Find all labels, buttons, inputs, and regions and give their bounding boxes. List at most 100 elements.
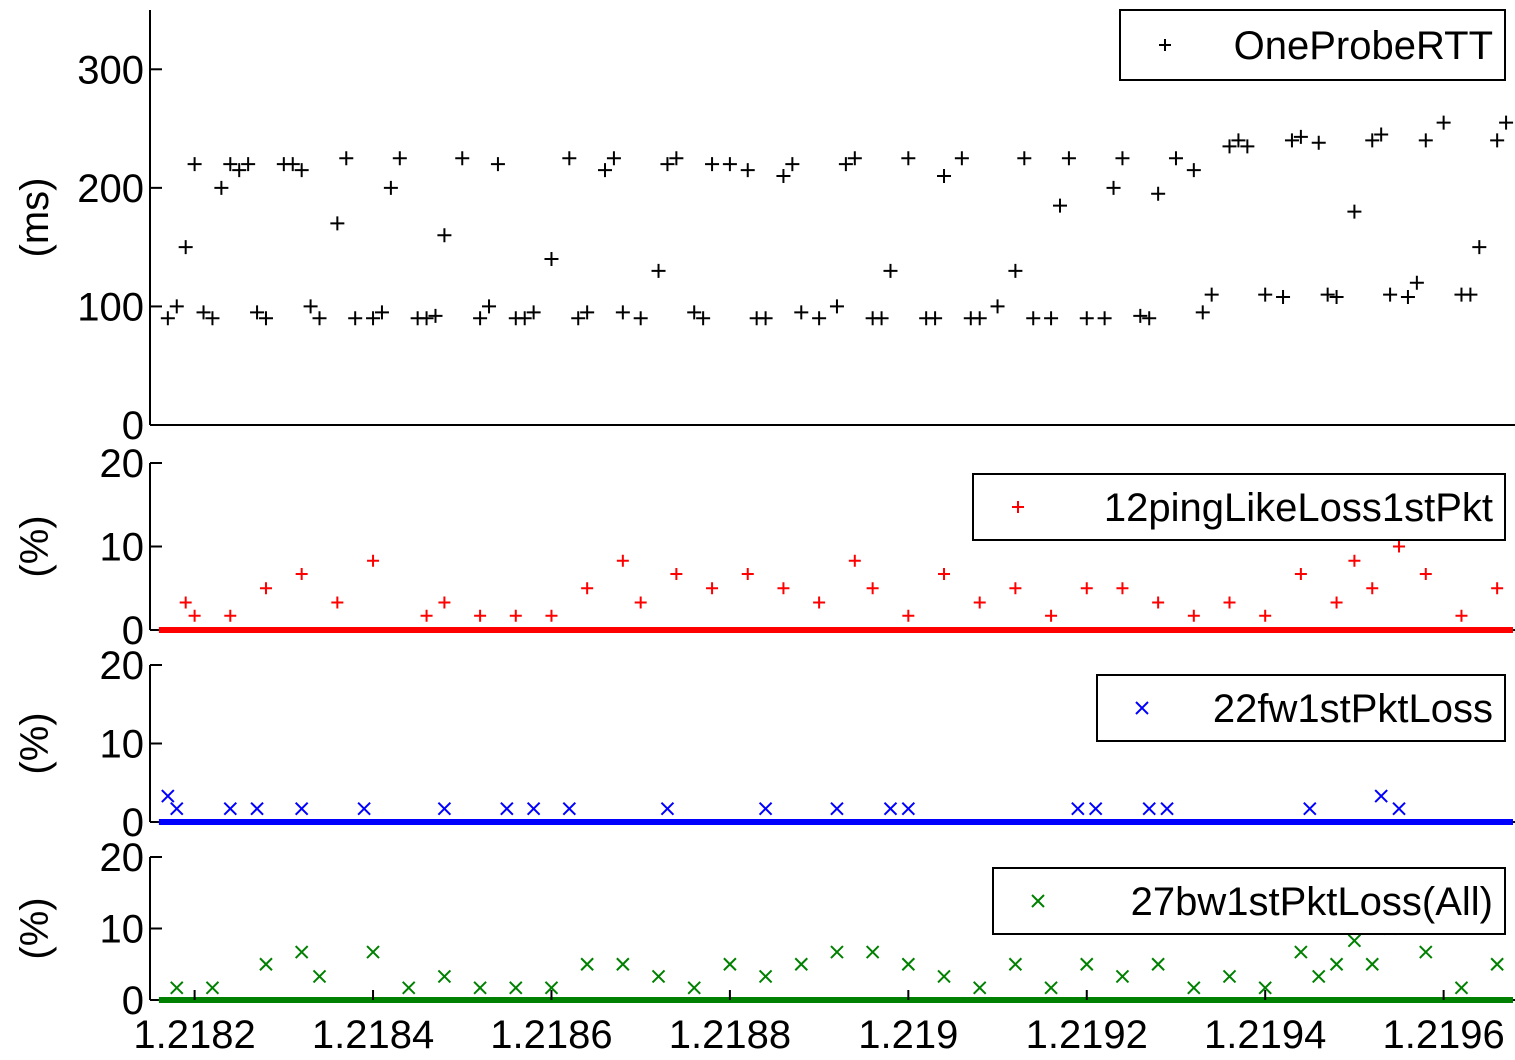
data-point	[580, 957, 594, 971]
data-point	[419, 311, 434, 326]
data-point	[161, 789, 175, 803]
data-point	[295, 568, 308, 581]
data-point	[1116, 582, 1129, 595]
y-tick-label: 10	[100, 526, 145, 570]
y-tick-label: 0	[122, 404, 144, 448]
data-point	[1366, 582, 1379, 595]
data-point	[1061, 151, 1076, 166]
data-point	[170, 801, 184, 816]
data-point	[829, 299, 844, 314]
data-point	[1222, 969, 1237, 984]
data-point	[517, 311, 532, 326]
data-point	[830, 945, 844, 959]
panel-fw-loss: 0 10 20 (%) 22fw1stPktLoss	[13, 644, 1515, 845]
data-point	[1294, 568, 1307, 581]
data-point	[1294, 945, 1308, 959]
data-point	[973, 596, 986, 609]
data-point	[490, 157, 505, 172]
legend: 22fw1stPktLoss	[1096, 674, 1506, 742]
data-point	[205, 981, 220, 995]
legend-box	[992, 867, 1506, 935]
data-point	[1311, 135, 1326, 150]
data-point	[1045, 609, 1058, 622]
data-point	[1151, 957, 1165, 971]
data-point	[526, 801, 541, 816]
data-point	[473, 981, 487, 995]
data-point	[1365, 957, 1379, 971]
data-point	[1329, 289, 1344, 304]
data-point	[1097, 311, 1112, 326]
data-point	[1053, 198, 1067, 213]
data-point	[1008, 957, 1023, 971]
legend: OneProbeRTT	[1119, 9, 1506, 81]
data-point	[1393, 540, 1406, 553]
data-point	[1365, 133, 1380, 148]
data-point	[954, 151, 969, 166]
data-point	[1240, 139, 1255, 154]
data-point	[224, 609, 237, 622]
data-point	[794, 305, 809, 320]
data-point	[169, 299, 184, 314]
data-point	[1409, 275, 1424, 290]
data-point	[545, 609, 558, 622]
data-point	[785, 157, 800, 172]
data-point	[812, 311, 827, 326]
data-point	[1223, 596, 1236, 609]
panel-ping-loss: 0 10 20 (%) 12pingLikeLoss1stPkt	[13, 442, 1515, 653]
data-point	[1419, 945, 1433, 959]
y-tick-label: 20	[100, 442, 145, 486]
data-point	[437, 228, 452, 243]
data-point	[544, 252, 559, 266]
data-point	[402, 981, 416, 995]
data-point	[883, 801, 898, 816]
data-point	[294, 945, 309, 959]
data-point	[1400, 289, 1415, 304]
data-point	[1106, 180, 1121, 195]
y-tick-label: 300	[77, 48, 144, 92]
data-point	[1088, 801, 1103, 816]
data-point	[544, 981, 559, 995]
legend-label: 12pingLikeLoss1stPkt	[1104, 486, 1493, 530]
data-point	[1320, 287, 1335, 302]
data-point	[1455, 609, 1468, 622]
data-point	[634, 596, 647, 609]
data-point	[339, 151, 354, 166]
x-tick-label: 1.2194	[1204, 1013, 1326, 1057]
data-point	[250, 801, 264, 816]
data-point	[1008, 263, 1023, 278]
y-tick-label: 20	[100, 644, 145, 688]
data-point	[1151, 186, 1166, 201]
data-point	[669, 151, 684, 166]
data-point	[1472, 240, 1487, 255]
data-point	[938, 568, 951, 581]
data-point	[562, 801, 577, 816]
legend-marker	[1012, 501, 1024, 513]
x-tick-label: 1.219	[858, 1013, 958, 1057]
data-point	[223, 157, 238, 172]
data-point	[1044, 981, 1058, 995]
data-point	[285, 157, 300, 172]
data-point	[1017, 151, 1032, 166]
data-point	[1347, 204, 1362, 219]
x-tick-label: 1.2184	[312, 1013, 434, 1057]
data-point	[1348, 554, 1361, 567]
data-point	[259, 582, 272, 595]
data-point	[1186, 163, 1201, 178]
data-point	[420, 609, 433, 622]
data-point	[1187, 609, 1200, 622]
data-point	[366, 945, 380, 959]
legend-marker	[1031, 894, 1045, 908]
y-tick-label: 20	[100, 836, 145, 880]
data-point	[1195, 305, 1210, 320]
data-point	[813, 596, 826, 609]
data-point	[331, 596, 344, 609]
data-point	[990, 299, 1005, 314]
legend: 27bw1stPktLoss(All)	[992, 867, 1506, 935]
data-point	[437, 969, 452, 984]
y-tick-label: 10	[100, 723, 145, 767]
data-point	[179, 596, 192, 609]
data-point	[241, 157, 256, 172]
data-point	[741, 568, 754, 581]
data-point	[660, 801, 675, 816]
